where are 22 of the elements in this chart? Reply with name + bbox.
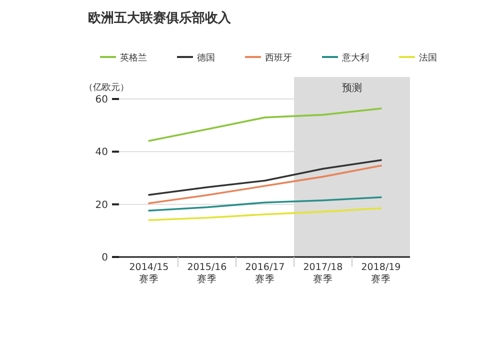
x-tick-label: 2016/17 赛季 xyxy=(245,262,285,285)
x-tick-label: 2018/19 赛季 xyxy=(361,262,401,285)
line-series xyxy=(148,159,382,196)
x-tick-label: 2014/15 赛季 xyxy=(129,262,169,285)
y-tick-label: 60 xyxy=(95,94,108,106)
y-tick-label: 40 xyxy=(95,147,108,158)
y-axis-title: （亿欧元） xyxy=(84,82,129,93)
y-tick-label: 0 xyxy=(102,252,108,264)
band-label: 预测 xyxy=(342,82,362,94)
legend-label: 西班牙 xyxy=(265,52,292,64)
legend-label: 意大利 xyxy=(341,52,369,64)
line-series xyxy=(148,164,382,204)
chart-title: 欧洲五大联赛俱乐部收入 xyxy=(88,10,232,26)
legend-label: 德国 xyxy=(197,52,215,64)
line-series xyxy=(148,207,382,222)
y-tick-label: 20 xyxy=(95,200,108,211)
legend-label: 法国 xyxy=(419,52,437,64)
x-tick-label: 2015/16 赛季 xyxy=(187,262,227,285)
legend-label: 英格兰 xyxy=(120,52,147,64)
line-series xyxy=(148,108,382,142)
x-tick-label: 2017/18 赛季 xyxy=(303,262,343,285)
line-series xyxy=(148,196,382,212)
